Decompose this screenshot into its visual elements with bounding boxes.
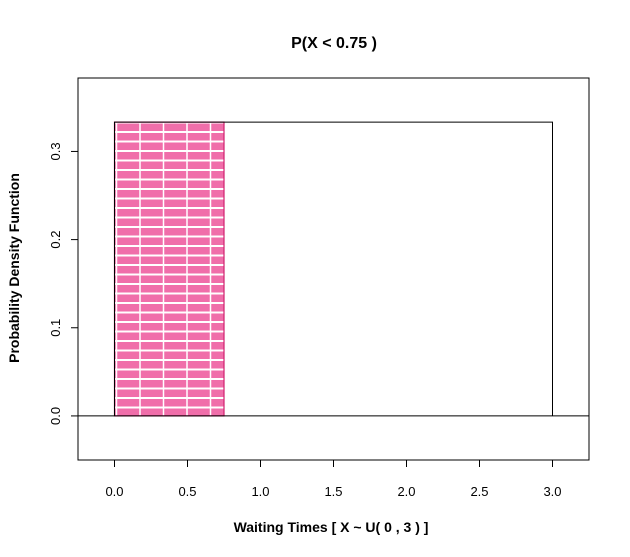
- y-tick-label: 0.3: [48, 142, 63, 160]
- x-tick-label: 2.5: [470, 484, 488, 499]
- x-tick-label: 0.0: [105, 484, 123, 499]
- y-axis: 0.0 0.1 0.2 0.3: [48, 142, 79, 425]
- chart-title: P(X < 0.75 ): [291, 35, 377, 52]
- x-axis: 0.0 0.5 1.0 1.5 2.0 2.5 3.0: [105, 459, 562, 499]
- y-tick-label: 0.1: [48, 319, 63, 337]
- y-tick-label: 0.2: [48, 231, 63, 249]
- x-axis-label: Waiting Times [ X ~ U( 0 , 3 ) ]: [234, 519, 429, 535]
- chart-marks: [78, 121, 589, 417]
- shaded-probability-area: [113, 121, 225, 417]
- x-tick-label: 2.0: [397, 484, 415, 499]
- x-tick-label: 3.0: [543, 484, 561, 499]
- x-tick-label: 1.5: [324, 484, 342, 499]
- density-line: [114, 121, 553, 416]
- x-tick-label: 0.5: [178, 484, 196, 499]
- x-tick-label: 1.0: [251, 484, 269, 499]
- y-tick-label: 0.0: [48, 407, 63, 425]
- y-axis-label: Probability Density Function: [6, 173, 22, 363]
